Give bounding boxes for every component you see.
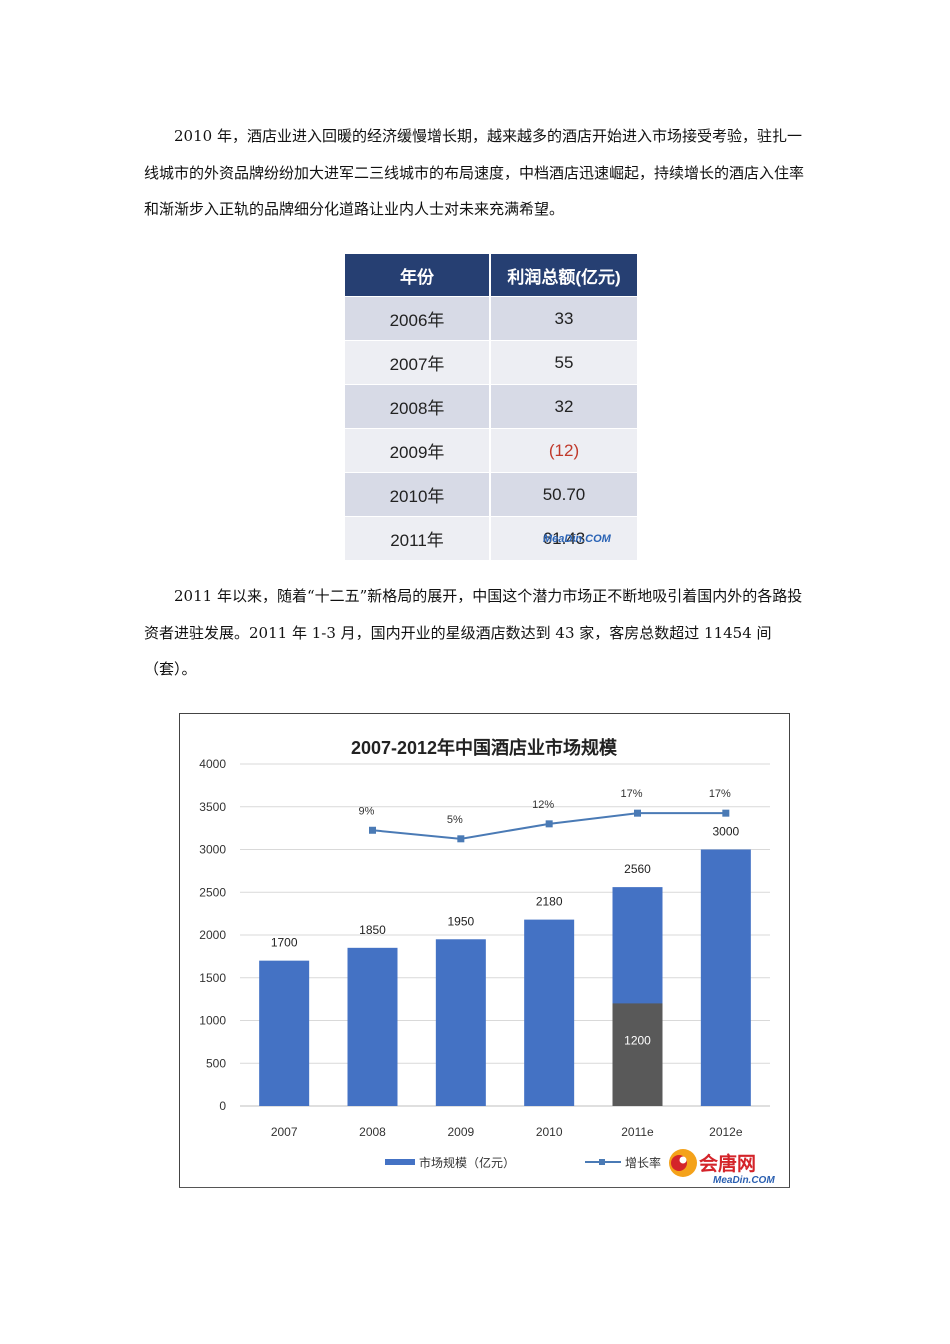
year-cell: 2010年 — [345, 472, 491, 517]
bar-market-size — [700, 849, 751, 1106]
bar-value-label: 2560 — [624, 862, 651, 876]
header-year: 年份 — [345, 254, 491, 297]
y-tick-label: 0 — [219, 1099, 226, 1113]
growth-rate-label: 5% — [447, 814, 463, 826]
y-tick-label: 3000 — [199, 843, 226, 857]
growth-rate-label: 17% — [709, 788, 731, 800]
table-row: 2008年 32 — [345, 384, 637, 429]
x-tick-label: 2012e — [709, 1125, 743, 1139]
y-tick-label: 2500 — [199, 885, 226, 899]
logo-mark-dot-icon — [679, 1156, 687, 1164]
year-cell: 2008年 — [345, 384, 491, 429]
chart-bottom-border — [179, 1187, 790, 1188]
legend-label-rate: 增长率 — [625, 1155, 661, 1170]
bar-segment — [612, 1003, 663, 1106]
profit-cell: 32 — [490, 384, 637, 429]
profit-cell: 33 — [490, 296, 637, 341]
chart-legend: 市场规模（亿元） 增长率 — [385, 1155, 661, 1170]
bar-market-size — [524, 919, 575, 1106]
y-tick-label: 3500 — [199, 800, 226, 814]
table-row: 2009年 (12) — [345, 428, 637, 473]
profit-cell: 55 — [490, 340, 637, 385]
bar-market-size — [259, 960, 310, 1106]
bar-value-label: 1950 — [447, 914, 474, 928]
year-cell: 2006年 — [345, 296, 491, 341]
growth-rate-label: 9% — [359, 805, 375, 817]
year-cell: 2011年 — [345, 516, 491, 560]
growth-rate-point — [634, 809, 641, 817]
table-watermark: MeaDin.COM — [543, 533, 611, 545]
meadin-logo: 会唐网 MeaDin.COM — [669, 1149, 775, 1186]
table-row: 2011年 61.43 — [345, 516, 637, 560]
year-cell: 2007年 — [345, 340, 491, 385]
logo-cn: 会唐网 — [699, 1152, 756, 1175]
growth-rate-point — [545, 820, 553, 828]
y-tick-label: 4000 — [199, 757, 226, 771]
bar-value-label: 2180 — [536, 895, 563, 909]
y-tick-label: 1000 — [199, 1014, 226, 1028]
header-profit: 利润总额(亿元) — [490, 254, 637, 297]
logo-en: MeaDin.COM — [713, 1175, 775, 1186]
table-header-row: 年份 利润总额(亿元) — [345, 254, 637, 297]
x-tick-label: 2011e — [621, 1125, 654, 1139]
y-tick-label: 2000 — [199, 928, 226, 942]
table-row: 2010年 50.70 — [345, 472, 637, 517]
table-row: 2007年 55 — [345, 340, 637, 385]
growth-rate-point — [722, 809, 730, 817]
legend-label-market: 市场规模（亿元） — [419, 1155, 515, 1170]
bar-value-label: 1700 — [271, 936, 298, 950]
bar-value-label: 3000 — [712, 825, 739, 839]
growth-rate-label: 12% — [532, 799, 554, 811]
bar-value-label: 1850 — [359, 923, 386, 937]
growth-rate-point — [457, 835, 465, 843]
x-tick-label: 2009 — [447, 1125, 474, 1139]
x-tick-label: 2010 — [536, 1125, 563, 1139]
market-size-chart: 2007-2012年中国酒店业市场规模 0 500 1000 1500 2000 2500… — [179, 713, 790, 1188]
paragraph-market-2010: 2010 年，酒店业进入回暖的经济缓慢增长期，越来越多的酒店开始进入市场接受考验… — [144, 127, 805, 218]
profit-cell-negative: (12) — [490, 428, 637, 473]
x-tick-label: 2008 — [359, 1125, 386, 1139]
paragraph-market-2011: 2011 年以来，随着“十二五”新格局的展开，中国这个潜力市场正不断地吸引着国内… — [144, 587, 803, 678]
profit-table: 年份 利润总额(亿元) 2006年 33 2007年 55 2008年 32 2… — [345, 254, 637, 560]
profit-cell: 61.43 — [490, 516, 637, 560]
legend-marker-rate — [599, 1159, 605, 1165]
x-tick-label: 2007 — [271, 1125, 298, 1139]
chart-svg: 2007-2012年中国酒店业市场规模 0 500 1000 1500 2000 2500… — [199, 737, 775, 1186]
profit-cell: 50.70 — [490, 472, 637, 517]
legend-swatch-market — [385, 1159, 415, 1165]
table-row: 2006年 33 — [345, 296, 637, 341]
bar-market-size — [435, 939, 486, 1106]
bar-segment-label: 1200 — [624, 1033, 651, 1047]
growth-rate-point — [369, 826, 376, 834]
year-cell: 2009年 — [345, 428, 491, 473]
chart-title: 2007-2012年中国酒店业市场规模 — [351, 737, 618, 758]
growth-rate-label: 17% — [620, 788, 642, 800]
y-tick-label: 1500 — [199, 971, 226, 985]
y-tick-label: 500 — [206, 1056, 226, 1070]
bar-market-size — [347, 947, 398, 1106]
